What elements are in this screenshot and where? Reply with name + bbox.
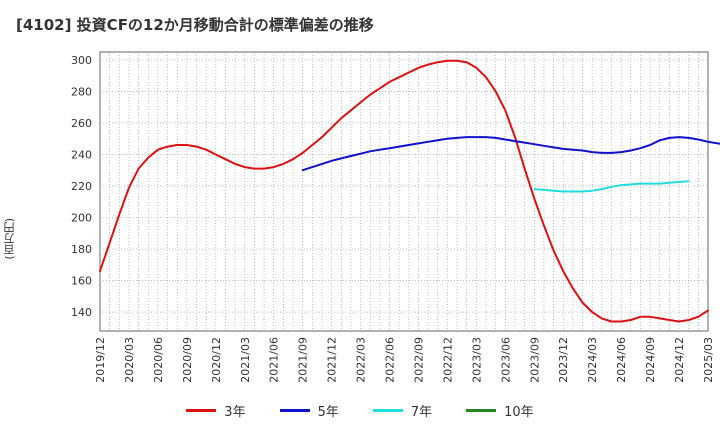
legend-swatch [372, 409, 403, 412]
x-tick-label: 2023/03 [470, 337, 483, 383]
legend-item: 7年 [372, 401, 433, 420]
series-line-1 [301, 136, 720, 172]
x-tick-label: 2023/09 [528, 337, 541, 383]
y-tick-label: 240 [71, 148, 92, 161]
y-tick-label: 220 [71, 180, 92, 193]
x-tick-label: 2020/03 [123, 337, 136, 383]
x-tick-label: 2022/03 [355, 337, 368, 383]
legend-item: 10年 [466, 401, 534, 420]
chart-title: [4102] 投資CFの12か月移動合計の標準偏差の推移 [16, 16, 374, 34]
x-tick-label: 2020/12 [210, 337, 223, 383]
y-tick-label: 160 [71, 275, 92, 288]
x-tick-label: 2020/06 [152, 337, 165, 383]
legend-swatch [279, 409, 310, 412]
x-tick-label: 2022/12 [441, 337, 454, 383]
legend-item: 3年 [186, 401, 246, 420]
x-tick-label: 2025/03 [702, 337, 715, 383]
legend-swatch [466, 409, 497, 412]
y-tick-label: 280 [71, 85, 92, 98]
x-tick-label: 2024/09 [644, 337, 657, 383]
x-tick-label: 2024/06 [615, 337, 628, 383]
legend: 3年 5年 7年 10年 [0, 401, 720, 420]
series-line-0 [99, 59, 709, 323]
x-tick-label: 2019/12 [94, 337, 107, 383]
x-tick-label: 2021/12 [326, 337, 339, 383]
x-tick-label: 2023/12 [557, 337, 570, 383]
legend-swatch [186, 409, 217, 412]
x-tick-label: 2022/06 [384, 337, 397, 383]
legend-label: 7年 [410, 405, 433, 420]
y-tick-label: 140 [71, 306, 92, 319]
legend-label: 10年 [504, 405, 534, 420]
legend-label: 5年 [317, 405, 339, 420]
y-tick-label: 260 [71, 117, 92, 130]
x-tick-label: 2024/03 [586, 337, 599, 383]
y-tick-label: 300 [71, 54, 92, 67]
x-tick-label: 2021/09 [297, 337, 310, 383]
x-tick-label: 2020/09 [181, 337, 194, 383]
y-tick-label: 200 [71, 212, 92, 225]
x-tick-label: 2022/09 [412, 337, 425, 383]
legend-label: 3年 [224, 405, 246, 420]
plot-area [99, 51, 709, 332]
y-tick-label: 180 [71, 243, 92, 256]
legend-item: 5年 [279, 401, 339, 420]
x-tick-label: 2024/12 [673, 337, 686, 383]
x-tick-label: 2021/06 [268, 337, 281, 383]
x-tick-label: 2021/03 [239, 337, 252, 383]
x-tick-label: 2023/06 [499, 337, 512, 383]
series-line-2 [533, 180, 690, 193]
